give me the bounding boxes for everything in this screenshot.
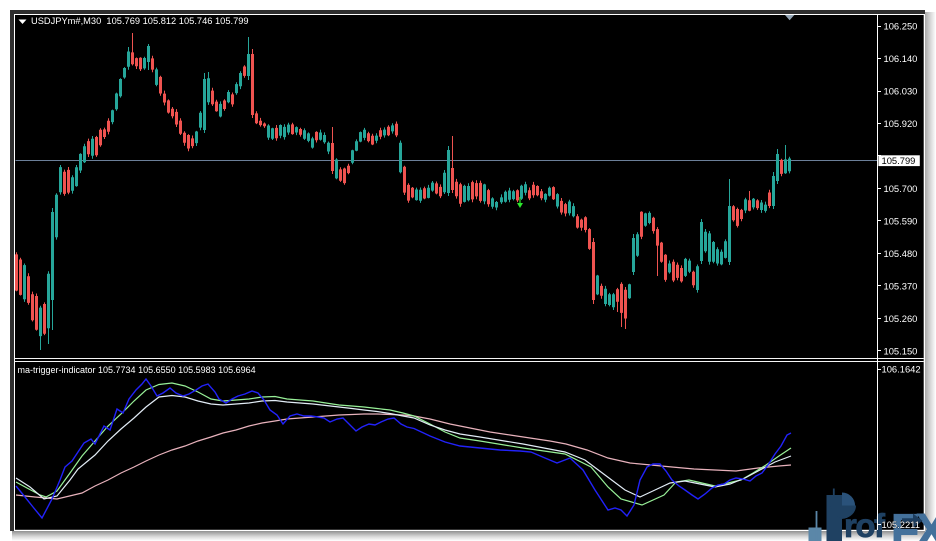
- svg-text:105.700: 105.700: [884, 183, 918, 194]
- svg-text:105.590: 105.590: [884, 215, 918, 226]
- svg-text:105.150: 105.150: [884, 345, 918, 356]
- svg-text:106.140: 106.140: [884, 53, 918, 64]
- svg-text:105.480: 105.480: [884, 248, 918, 259]
- svg-text:106.030: 106.030: [884, 85, 918, 96]
- svg-text:USDJPYm#,M30 105.769 105.812: USDJPYm#,M30 105.769 105.812 105.746 105…: [31, 16, 249, 26]
- svg-text:106.1642: 106.1642: [882, 364, 921, 375]
- svg-text:105.799: 105.799: [882, 155, 916, 166]
- svg-text:105.2211: 105.2211: [882, 519, 920, 530]
- svg-text:105.920: 105.920: [884, 118, 918, 129]
- svg-text:106.250: 106.250: [884, 20, 918, 31]
- svg-text:rof: rof: [844, 507, 886, 541]
- svg-text:105.260: 105.260: [884, 313, 918, 324]
- svg-text:105.370: 105.370: [884, 280, 918, 291]
- svg-text:ma-trigger-indicator 105.7734: ma-trigger-indicator 105.7734 105.6550 1…: [18, 365, 256, 375]
